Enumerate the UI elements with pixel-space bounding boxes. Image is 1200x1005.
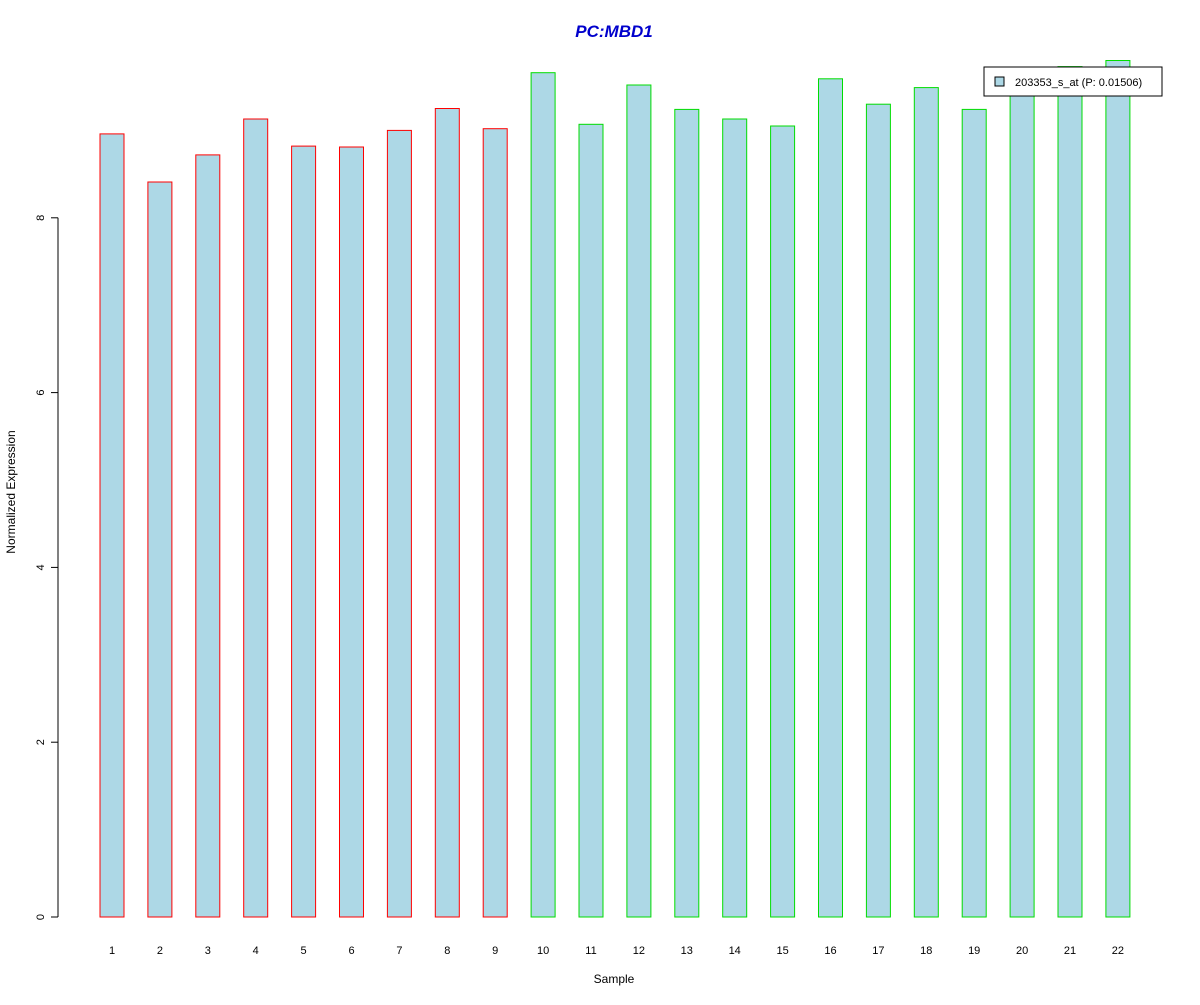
- y-axis: 0 2 4 6 8: [35, 215, 59, 920]
- legend-label: 203353_s_at (P: 0.01506): [1015, 77, 1142, 89]
- y-tick-label: 6: [35, 390, 47, 396]
- bar-sample-22: [1105, 60, 1131, 918]
- bar-sample-13: [674, 108, 700, 918]
- bar-sample-16: [818, 78, 843, 918]
- x-tick-label: 5: [301, 945, 307, 957]
- x-tick-label: 12: [633, 945, 645, 957]
- legend: 203353_s_at (P: 0.01506): [983, 66, 1163, 97]
- x-tick-label: 8: [444, 945, 450, 957]
- x-tick-label: 2: [157, 945, 163, 957]
- x-tick-label: 9: [492, 945, 498, 957]
- bar-sample-5: [291, 145, 317, 918]
- x-axis-label: Sample: [594, 972, 635, 986]
- bar-sample-8: [434, 108, 460, 918]
- x-tick-label: 21: [1064, 945, 1076, 957]
- x-tick-label: 11: [585, 945, 596, 957]
- bar-sample-10: [530, 72, 556, 918]
- chart-title: PC:MBD1: [575, 22, 652, 41]
- bar-sample-17: [865, 103, 891, 918]
- bar-sample-15: [770, 125, 796, 918]
- bar-sample-3: [195, 154, 221, 918]
- x-tick-label: 16: [824, 945, 836, 957]
- bar-sample-12: [626, 84, 652, 918]
- x-tick-label: 7: [396, 945, 402, 957]
- bar-sample-20: [1009, 76, 1035, 918]
- bar-sample-1: [99, 133, 125, 918]
- bars-group: [99, 60, 1131, 918]
- bar-sample-4: [243, 118, 269, 918]
- x-tick-label: 18: [920, 945, 932, 957]
- bar-sample-2: [147, 181, 173, 918]
- x-tick-label: 20: [1016, 945, 1028, 957]
- y-tick-label: 2: [35, 739, 47, 745]
- x-tick-label: 22: [1112, 945, 1124, 957]
- x-tick-label: 19: [968, 945, 980, 957]
- legend-swatch: [994, 76, 1005, 87]
- x-tick-label: 10: [537, 945, 549, 957]
- x-tick-label: 17: [872, 945, 884, 957]
- x-tick-label: 13: [681, 945, 693, 957]
- bar-sample-21: [1057, 66, 1083, 918]
- x-tick-label: 6: [348, 945, 354, 957]
- bar-sample-6: [339, 146, 364, 918]
- legend-box: [983, 66, 1163, 97]
- y-tick-label: 8: [35, 215, 47, 221]
- y-tick-label: 0: [35, 914, 47, 920]
- x-tick-label: 3: [205, 945, 211, 957]
- y-tick-label: 4: [35, 564, 47, 570]
- x-tick-label: 4: [253, 945, 259, 957]
- x-tick-label: 14: [729, 945, 741, 957]
- x-tick-label: 1: [109, 945, 115, 957]
- bar-sample-7: [386, 129, 412, 918]
- bar-sample-11: [578, 123, 604, 918]
- bar-sample-9: [482, 128, 508, 918]
- bar-sample-18: [913, 87, 939, 918]
- x-tick-labels: 1 2 3 4 5 6 7 8 9 10 11 12 13 14 15 16 17 18 19 20 21 22: [109, 945, 1124, 957]
- x-tick-label: 15: [776, 945, 788, 957]
- y-axis-label: Normalized Expression: [4, 430, 18, 553]
- bar-sample-19: [961, 108, 987, 918]
- bar-sample-14: [722, 118, 748, 918]
